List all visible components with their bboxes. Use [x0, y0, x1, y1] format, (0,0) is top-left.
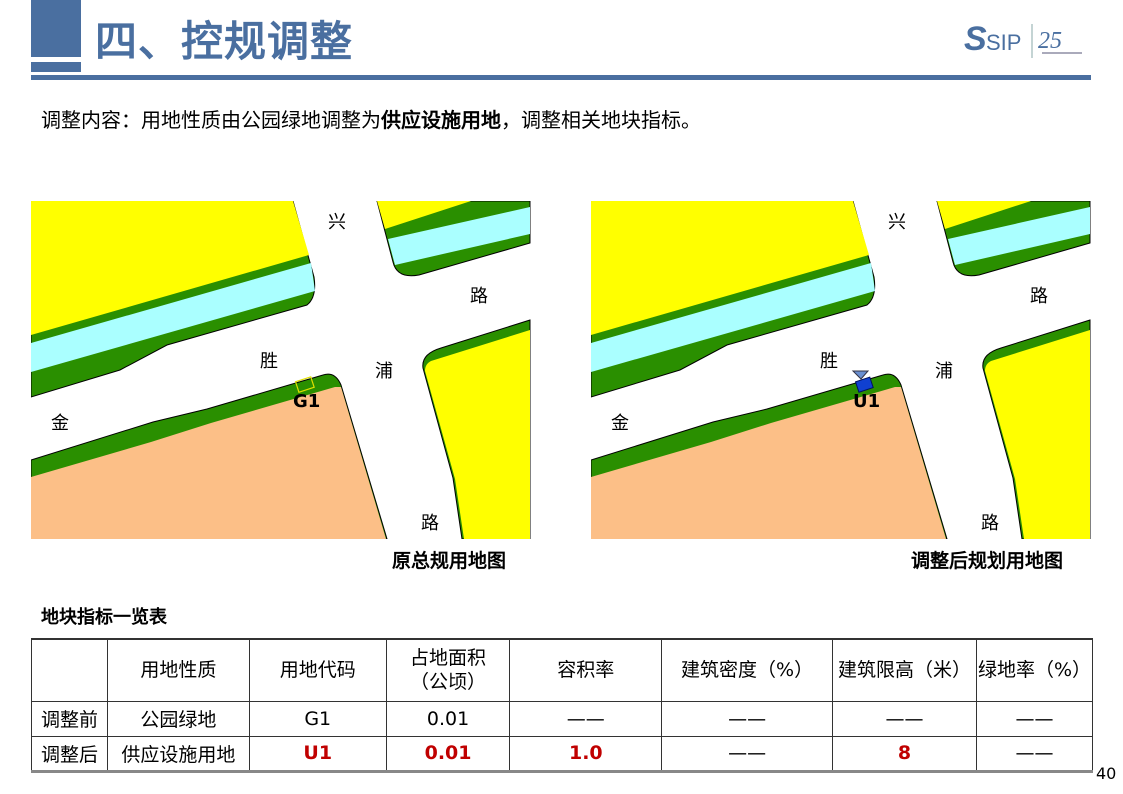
map-caption-original: 原总规用地图	[392, 550, 507, 572]
plot-indicator-table: 用地性质 用地代码 占地面积 （公顷） 容积率 建筑密度（%） 建筑限高（米） 绿…	[31, 638, 1094, 773]
road-label: 胜	[820, 351, 838, 372]
cell: G1	[248, 700, 387, 737]
adjustment-description: 调整内容：用地性质由公园绿地调整为供应设施用地，调整相关地块指标。	[41, 108, 701, 132]
cell: ——	[661, 700, 833, 737]
table-row: 调整前 公园绿地 G1 0.01 —— —— —— ——	[31, 700, 1094, 737]
header-cell: 绿地率（%）	[975, 638, 1094, 702]
road-label: 金	[611, 413, 629, 434]
cell: 供应设施用地	[106, 735, 250, 772]
adjusted-land-use-map: 兴 路 胜 浦 金 路 U1	[590, 200, 1091, 540]
road-label: 路	[421, 513, 439, 534]
road-label: 兴	[328, 212, 346, 233]
plot-code-label: G1	[293, 391, 320, 412]
svg-text:25: 25	[1038, 28, 1062, 54]
table-header-row: 用地性质 用地代码 占地面积 （公顷） 容积率 建筑密度（%） 建筑限高（米） 绿…	[31, 638, 1094, 702]
road-label: 路	[470, 286, 488, 307]
table-row: 调整后 供应设施用地 U1 0.01 1.0 —— 8 ——	[31, 735, 1094, 772]
plot-outline	[294, 376, 315, 393]
road-label: 兴	[888, 212, 906, 233]
title-divider	[31, 75, 1091, 80]
cell: ——	[832, 700, 977, 737]
map-caption-adjusted: 调整后规划用地图	[911, 550, 1064, 572]
svg-text:S: S	[964, 20, 987, 58]
road-label: 金	[51, 413, 69, 434]
row-label: 调整后	[31, 735, 108, 772]
title-accent-bar	[31, 0, 81, 57]
header-cell: 用地性质	[106, 638, 250, 702]
road-label: 浦	[375, 361, 393, 382]
location-pointer-icon	[851, 370, 870, 380]
header-cell: 占地面积 （公顷）	[385, 638, 511, 702]
cell: ——	[975, 735, 1094, 772]
cell: U1	[248, 735, 387, 772]
road-label: 路	[981, 513, 999, 534]
road-label: 胜	[260, 351, 278, 372]
page-title: 四、控规调整	[95, 17, 354, 66]
plot-code-label: U1	[853, 391, 880, 412]
page-number: 40	[1096, 764, 1117, 783]
row-label: 调整前	[31, 700, 108, 737]
svg-text:SIP: SIP	[986, 30, 1021, 55]
original-land-use-map: 兴 路 胜 浦 金 路 G1	[30, 200, 531, 540]
cell: 1.0	[509, 735, 663, 772]
header-cell: 用地代码	[248, 638, 387, 702]
cell: 公园绿地	[106, 700, 250, 737]
cell: 0.01	[385, 735, 511, 772]
header-cell: 建筑限高（米）	[832, 638, 977, 702]
header-cell	[31, 638, 108, 702]
cell: ——	[509, 700, 663, 737]
header-cell: 建筑密度（%）	[661, 638, 833, 702]
cell: ——	[975, 700, 1094, 737]
utility-plot-marker	[854, 376, 874, 393]
cell: 0.01	[385, 700, 511, 737]
header-cell: 容积率	[509, 638, 663, 702]
title-accent-bar	[31, 62, 81, 72]
table-title: 地块指标一览表	[41, 607, 167, 628]
road-label: 路	[1030, 286, 1048, 307]
road-label: 浦	[935, 361, 953, 382]
sip-logo: S SIP 25	[962, 18, 1087, 62]
cell: ——	[661, 735, 833, 772]
cell: 8	[832, 735, 977, 772]
